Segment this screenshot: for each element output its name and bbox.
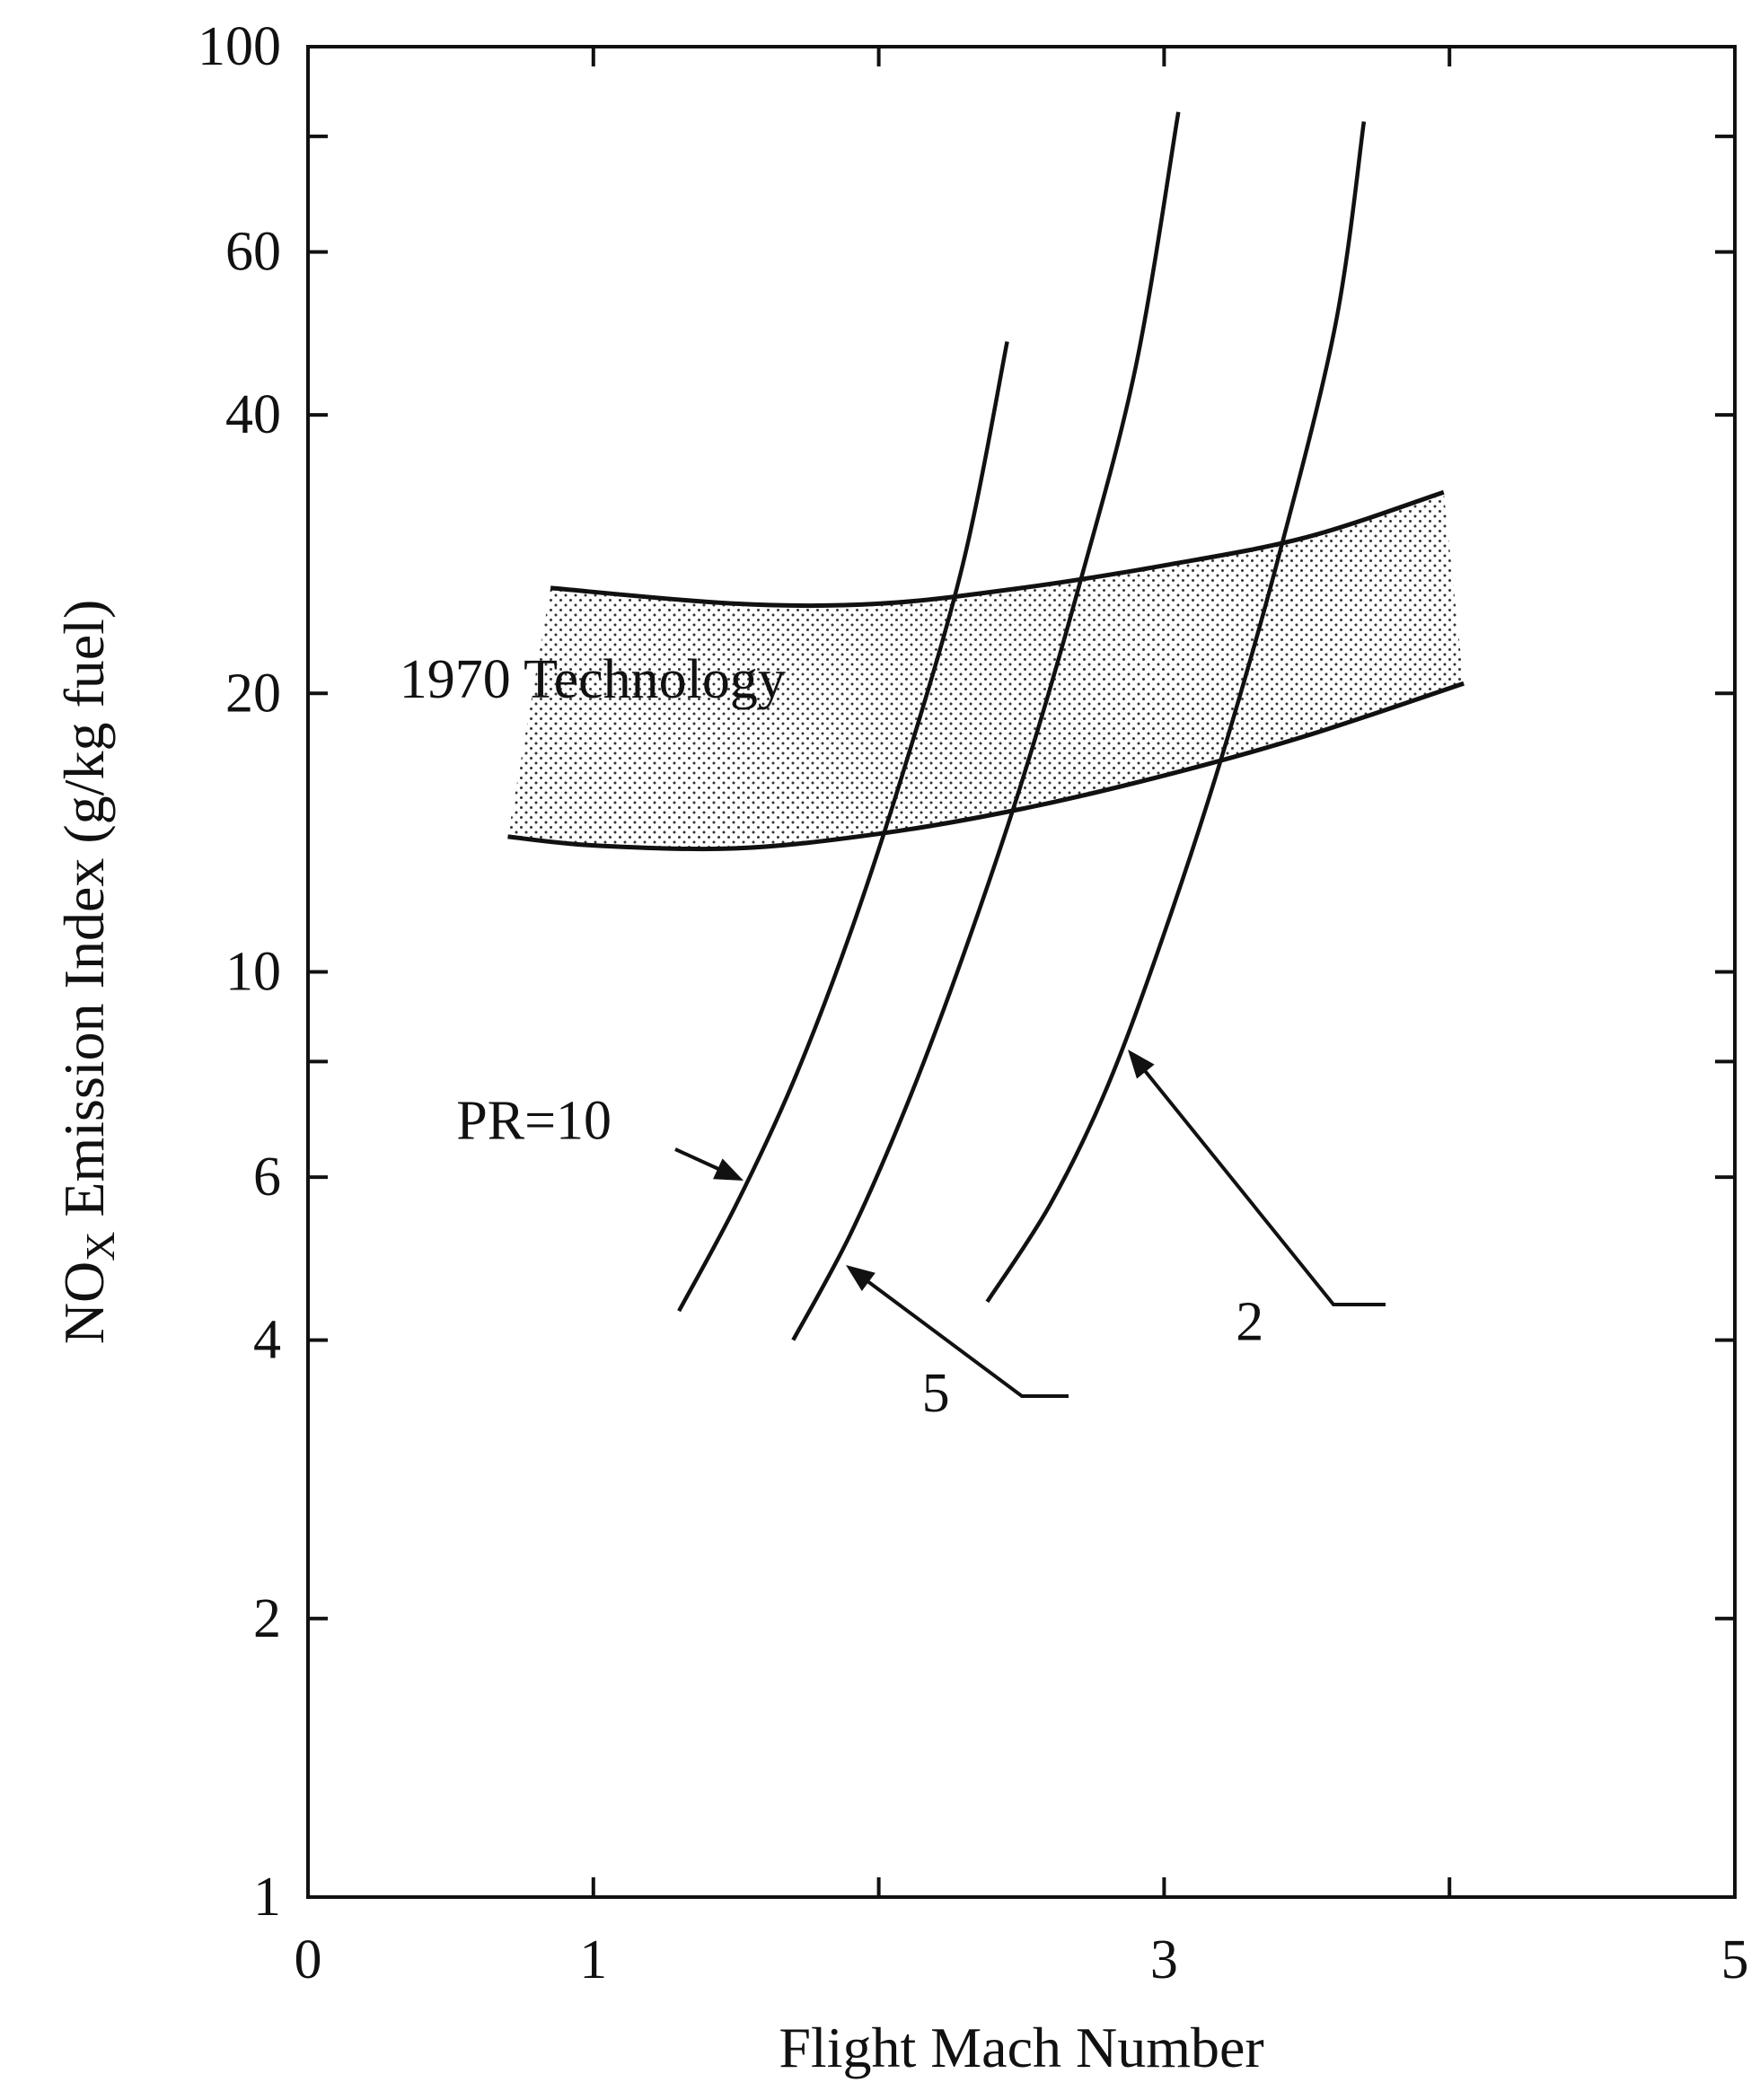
y-tick-label: 6 <box>253 1147 281 1208</box>
y-tick-label: 2 <box>253 1588 281 1649</box>
pr5-arrow-head <box>846 1265 876 1291</box>
y-axis-label-subscript: X <box>77 1232 123 1261</box>
pr2-label: 2 <box>1236 1292 1263 1353</box>
series-line-pr2 <box>985 121 1367 1304</box>
x-tick-label: 0 <box>295 1929 322 1990</box>
series-line-pr5 <box>791 111 1181 1341</box>
band-lower-edge <box>507 681 1465 852</box>
y-tick-labels: 1 2 4 6 10 20 40 60 100 <box>198 16 281 1928</box>
y-tick-label: 100 <box>198 16 281 77</box>
axis-ticks <box>306 45 1737 1899</box>
y-tick-label: 40 <box>225 384 281 445</box>
series-line-pr10 <box>677 341 1009 1313</box>
technology-band <box>507 489 1465 852</box>
x-axis-label: Flight Mach Number <box>779 2016 1263 2079</box>
x-tick-label: 5 <box>1721 1929 1749 1990</box>
band-upper-edge <box>550 489 1445 609</box>
y-axis-label-prefix: NO <box>52 1261 116 1344</box>
band-fill <box>507 492 1465 849</box>
pr10-label: PR=10 <box>456 1090 612 1151</box>
y-tick-label: 60 <box>225 222 281 283</box>
y-tick-label: 1 <box>253 1867 281 1928</box>
plot-frame <box>306 45 1737 1899</box>
y-axis-label-suffix: Emission Index (g/kg fuel) <box>52 600 116 1232</box>
y-tick-label: 20 <box>225 663 281 724</box>
pr2-arrow <box>1130 1052 1386 1306</box>
band-label: 1970 Technology <box>400 649 786 710</box>
y-tick-label: 10 <box>225 942 281 1003</box>
y-tick-label: 4 <box>253 1310 281 1371</box>
pr2-arrow-head <box>1128 1050 1155 1079</box>
curves <box>677 111 1367 1341</box>
x-tick-label: 3 <box>1150 1929 1178 1990</box>
pr5-label: 5 <box>922 1363 950 1424</box>
annotation-arrows <box>674 1050 1386 1398</box>
pr10-arrow-head <box>713 1158 744 1181</box>
pr5-arrow <box>848 1266 1069 1398</box>
y-axis-label: NOX Emission Index (g/kg fuel) <box>52 600 123 1345</box>
x-tick-labels: 0 1 3 5 <box>295 1929 1749 1990</box>
x-tick-label: 1 <box>579 1929 607 1990</box>
